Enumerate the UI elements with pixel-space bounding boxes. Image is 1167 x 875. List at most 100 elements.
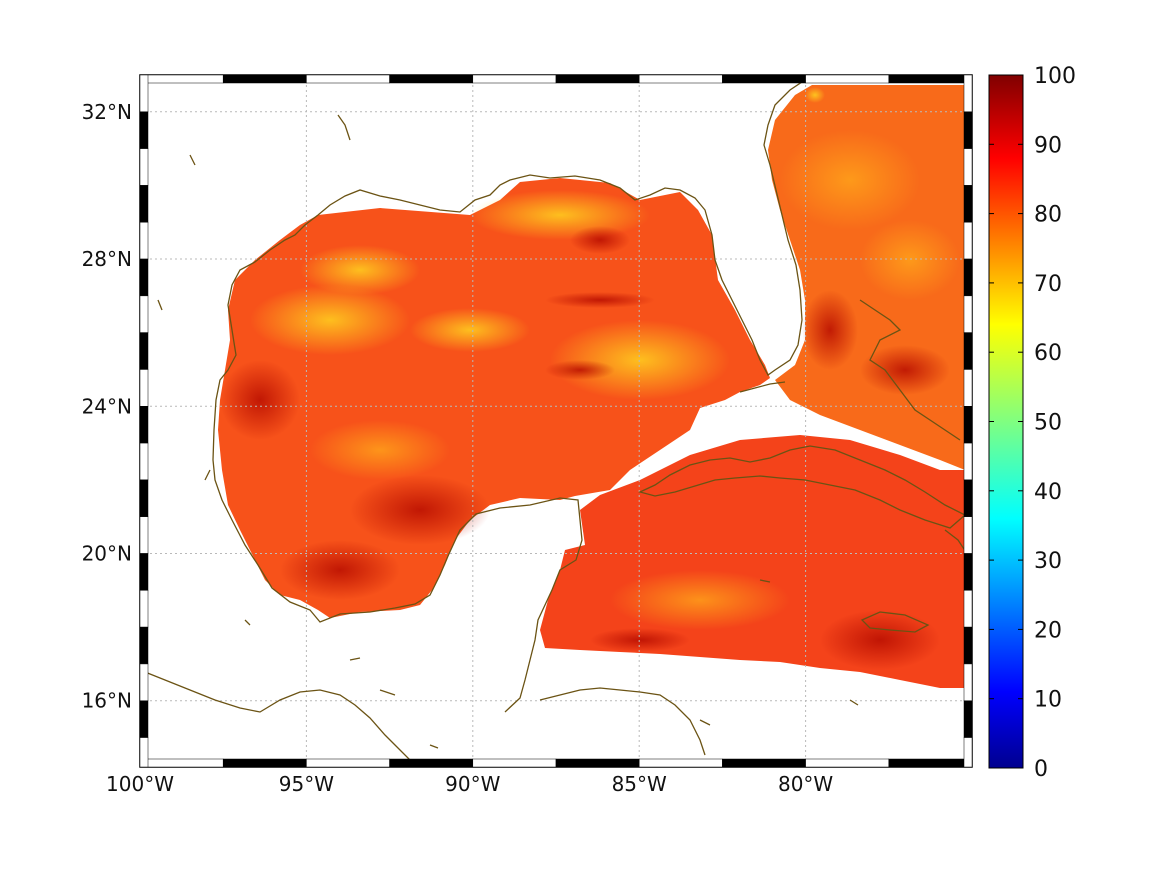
frame-segment [139,74,149,113]
frame-segment [963,516,973,554]
colorbar-label: 80 [1034,203,1062,228]
longitude-label: 85°W [612,772,667,796]
frame-segment [139,148,149,186]
frame-segment [139,737,149,768]
florida-keys [739,381,786,393]
frame-segment [963,406,973,444]
frame-segment [222,758,307,768]
frame-segment [555,74,640,84]
frame-segment [139,663,149,701]
colorbar-label: 60 [1034,341,1062,366]
frame-segment [389,758,474,768]
frame-segment [472,74,557,84]
frame-segment [139,295,149,333]
longitude-tick-labels: 100°W 95°W 90°W 85°W 80°W [106,772,833,796]
frame-segment [963,737,973,768]
honduras-coast [539,687,706,756]
latitude-label: 24°N [82,394,132,418]
frame-segment [805,758,890,768]
frame-segment [139,258,149,297]
colorbar-label: 40 [1034,480,1062,505]
colorbar-label: 10 [1034,688,1062,713]
bahamas-coast [859,299,961,441]
colorbar-label: 50 [1034,411,1062,436]
frame-segment [963,74,973,113]
jamaica-coast [860,611,930,633]
frame-segment [472,758,557,768]
frame-segment [139,111,149,149]
frame-segment [139,221,149,260]
frame-segment [722,74,806,84]
frame-segment [139,406,149,444]
colorbar: 0 10 20 30 40 50 60 70 80 90 100 [988,64,1076,782]
colorbar-label: 90 [1034,133,1062,158]
frame-segment [555,758,640,768]
frame-segment [139,442,149,481]
frame-segment [963,700,973,738]
frame-segment [963,148,973,186]
map-frame-checker-border [139,74,973,768]
frame-segment [963,369,973,407]
latitude-label: 20°N [82,542,132,566]
longitude-label: 80°W [778,772,833,796]
frame-segment [963,185,973,223]
frame-segment [139,369,149,407]
latitude-label: 16°N [82,689,132,713]
colorbar-label: 30 [1034,549,1062,574]
small-islands [157,114,859,749]
frame-segment [139,700,149,738]
cuba-coast [638,445,967,529]
frame-segment [805,74,890,84]
us-gulf-coast [212,214,583,713]
us-north-gulf-coast [317,75,819,376]
frame-segment [638,74,723,84]
frame-segment [139,758,224,768]
colorbar-label: 0 [1034,757,1048,782]
frame-segment [139,332,149,370]
frame-segment [963,295,973,333]
colorbar-label: 100 [1034,64,1076,89]
frame-segment [139,74,224,84]
frame-segment [139,185,149,223]
data-field-atlantic [768,85,965,470]
frame-segment [963,258,973,297]
coastlines [139,75,969,766]
frame-segment [963,332,973,370]
central-america-coast [139,669,416,766]
frame-segment [306,74,390,84]
colorbar-ticks: 0 10 20 30 40 50 60 70 80 90 100 [989,64,1076,782]
frame-segment [888,74,973,84]
frame-segment [638,758,723,768]
latitude-label: 32°N [82,100,132,124]
frame-segment [139,516,149,554]
frame-segment [963,442,973,481]
latitude-tick-labels: 32°N 28°N 24°N 20°N 16°N [82,100,132,713]
graticule [140,75,972,767]
frame-segment [963,663,973,701]
colorbar-label: 70 [1034,272,1062,297]
frame-segment [389,74,474,84]
frame-segment [139,479,149,517]
frame-segment [722,758,806,768]
frame-segment [306,758,390,768]
frame-segment [139,590,149,628]
longitude-label: 100°W [106,772,174,796]
frame-segment [888,758,973,768]
frame-segment [963,590,973,628]
colorbar-label: 20 [1034,618,1062,643]
frame-segment [139,626,149,665]
frame-segment [963,553,973,591]
frame-segment [963,221,973,260]
frame-segment [963,111,973,149]
latitude-label: 28°N [82,247,132,271]
frame-segment [963,626,973,665]
colorbar-gradient [988,74,1024,769]
data-field-caribbean [540,435,965,688]
frame-segment [222,74,307,84]
data-field-gulf [218,178,770,618]
frame-segment [963,479,973,517]
longitude-label: 90°W [445,772,500,796]
longitude-label: 95°W [279,772,334,796]
frame-segment [139,553,149,591]
